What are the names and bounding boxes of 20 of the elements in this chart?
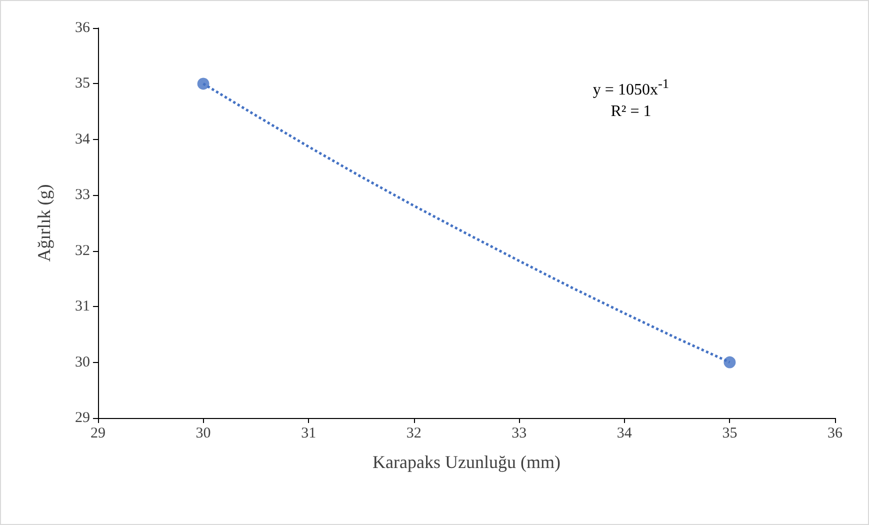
- y-tick-label: 34: [75, 131, 90, 148]
- x-tick-label: 30: [196, 426, 211, 442]
- y-tick-label: 35: [75, 76, 90, 92]
- y-tick-label: 33: [75, 187, 90, 204]
- x-axis-title: Karapaks Uzunluğu (mm): [372, 452, 560, 472]
- y-tick-label: 30: [75, 354, 90, 370]
- annotation: y = 1050x$^{-1}$: [592, 75, 670, 100]
- y-tick-label: 32: [75, 242, 90, 259]
- x-tick-label: 33: [512, 426, 527, 442]
- y-tick-label: 31: [75, 298, 90, 315]
- x-tick-label: 34: [616, 426, 632, 442]
- x-tick-label: 32: [406, 426, 422, 442]
- y-axis-title: Ağırlık (g): [34, 184, 54, 262]
- annotation: R² = 1: [610, 102, 652, 122]
- y-tick-label: 36: [75, 20, 90, 36]
- x-tick-label: 36: [828, 426, 843, 442]
- y-tick-label: 29: [75, 410, 90, 426]
- x-tick-label: 29: [90, 426, 106, 442]
- x-tick-label: 35: [722, 426, 738, 442]
- x-tick-label: 31: [301, 426, 316, 442]
